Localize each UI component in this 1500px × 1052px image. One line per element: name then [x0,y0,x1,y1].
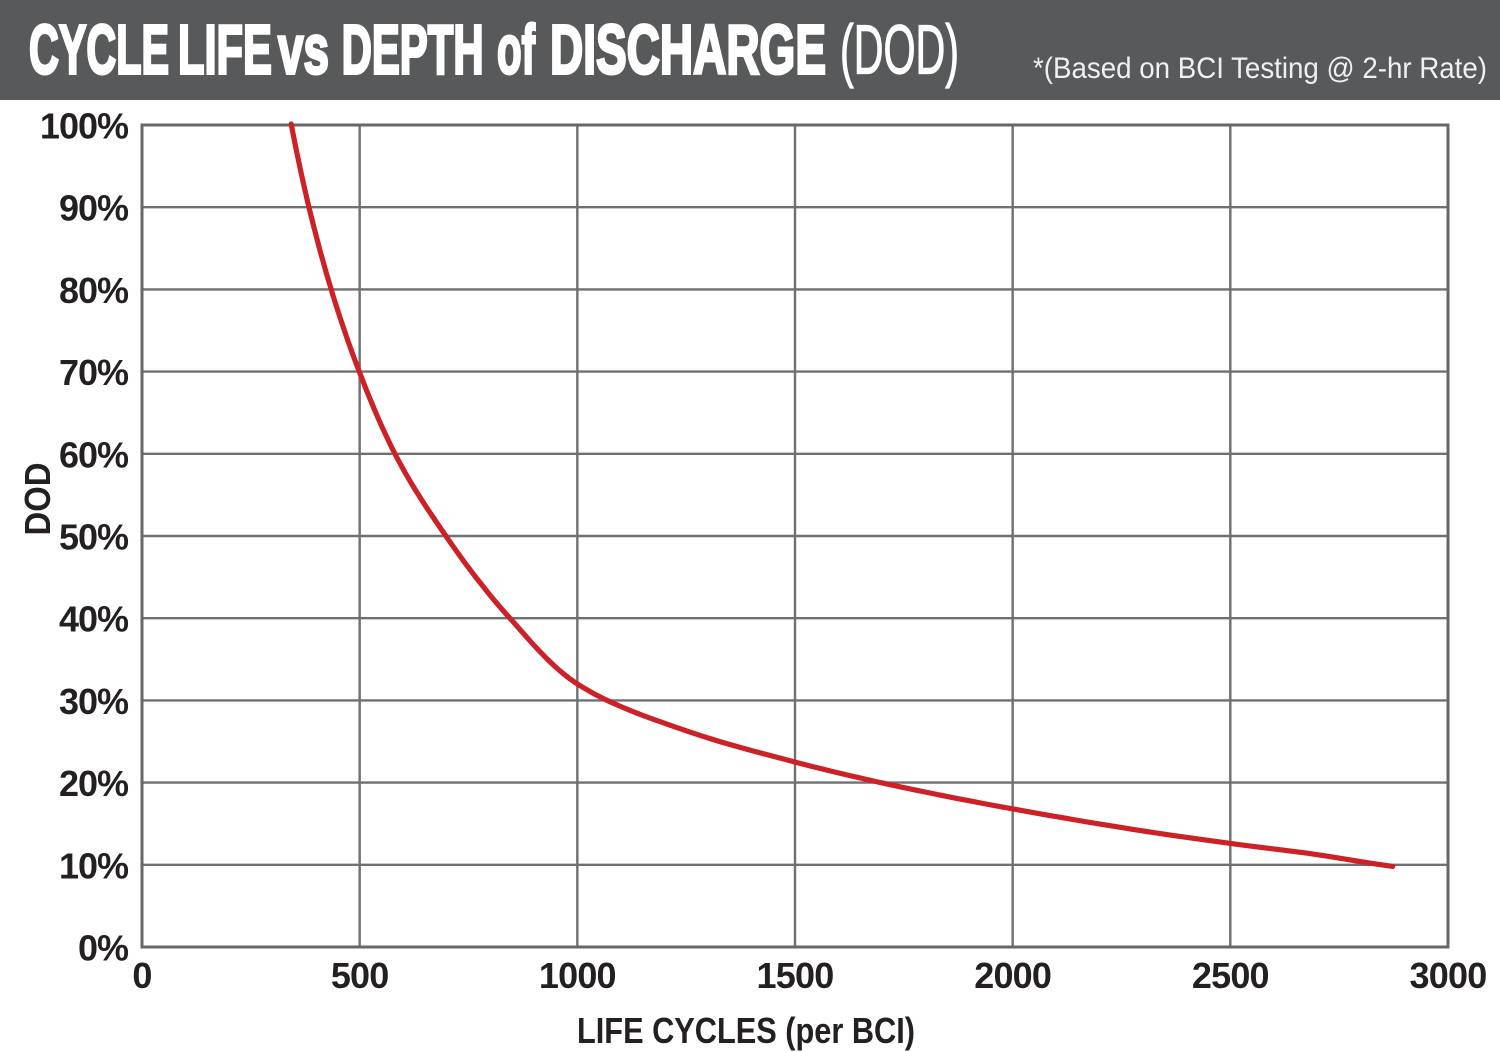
svg-text:10%: 10% [59,845,129,886]
svg-text:50%: 50% [59,517,129,558]
svg-text:DOD: DOD [17,463,58,536]
svg-text:2000: 2000 [974,955,1051,996]
svg-text:(DOD): (DOD) [840,11,959,89]
svg-text:0: 0 [132,955,151,996]
svg-text:1500: 1500 [757,955,834,996]
svg-text:60%: 60% [59,434,129,475]
svg-text:80%: 80% [59,270,129,311]
svg-text:DEPTH: DEPTH [342,11,484,89]
svg-text:CYCLE: CYCLE [29,11,169,89]
svg-text:500: 500 [331,955,389,996]
svg-text:20%: 20% [59,763,129,804]
svg-text:DISCHARGE: DISCHARGE [550,11,826,89]
svg-text:1000: 1000 [539,955,616,996]
svg-text:40%: 40% [59,599,129,640]
svg-text:LIFE: LIFE [178,11,272,89]
svg-text:LIFE CYCLES (per BCI): LIFE CYCLES (per BCI) [577,1010,915,1051]
svg-text:3000: 3000 [1410,955,1487,996]
svg-text:100%: 100% [40,106,129,147]
svg-text:*(Based on BCI Testing @ 2-hr: *(Based on BCI Testing @ 2-hr Rate) [1033,52,1487,85]
svg-text:70%: 70% [59,352,129,393]
svg-text:vs: vs [278,11,329,89]
svg-text:0%: 0% [78,928,129,969]
svg-text:of: of [497,11,535,89]
svg-text:30%: 30% [59,681,129,722]
svg-text:2500: 2500 [1192,955,1269,996]
svg-text:90%: 90% [59,188,129,229]
